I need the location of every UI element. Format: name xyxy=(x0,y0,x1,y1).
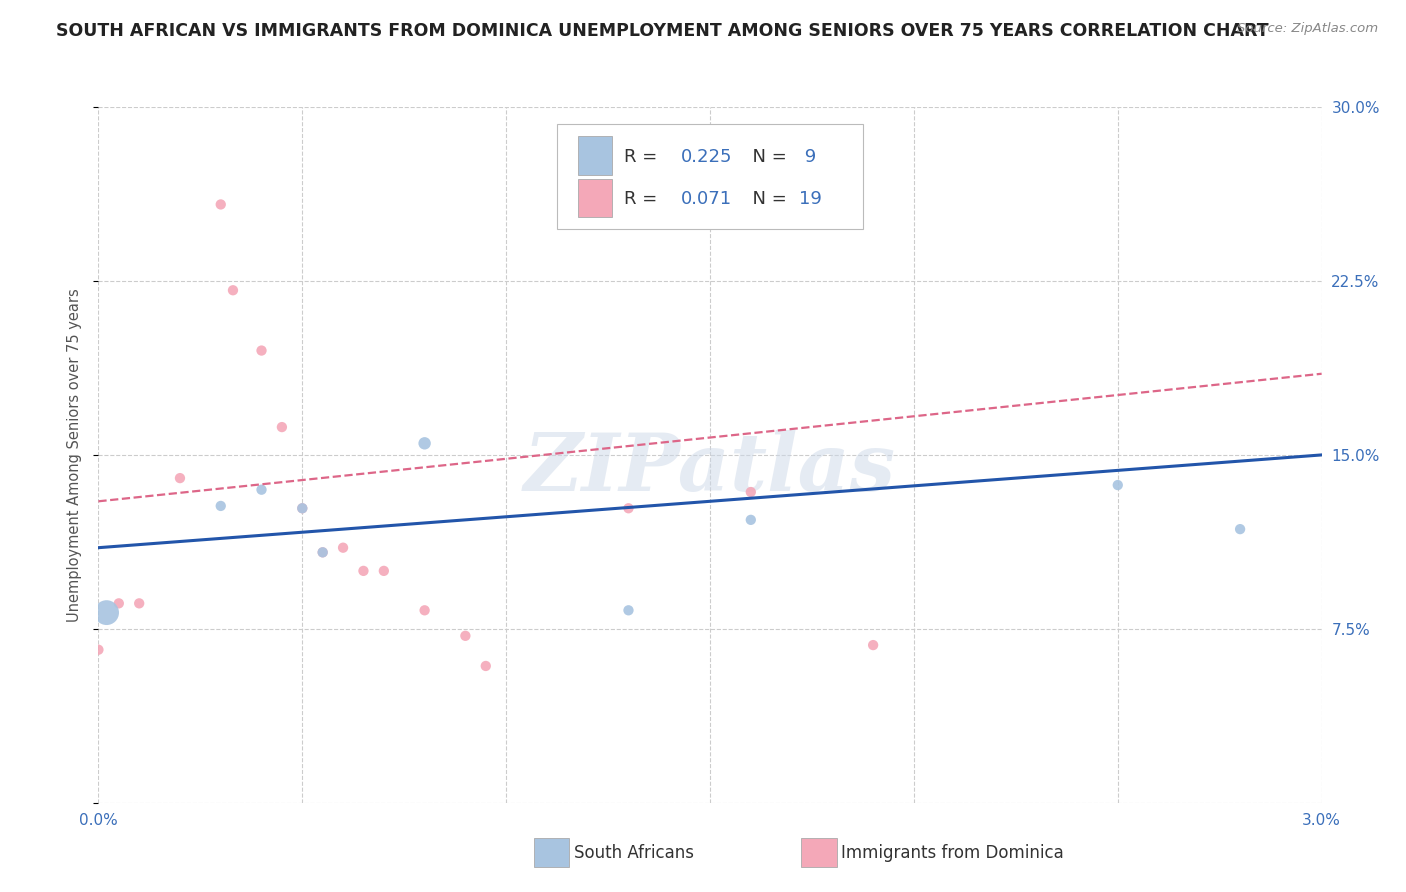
Point xyxy=(413,603,436,617)
Text: 19: 19 xyxy=(800,190,823,208)
Text: N =: N = xyxy=(741,190,786,208)
Point xyxy=(1229,522,1251,536)
Text: N =: N = xyxy=(741,148,786,166)
Point xyxy=(311,545,335,559)
FancyBboxPatch shape xyxy=(578,178,612,217)
Point xyxy=(222,283,245,297)
Point xyxy=(474,659,498,673)
Point xyxy=(617,603,640,617)
Point xyxy=(332,541,354,555)
Point xyxy=(617,501,640,516)
Text: 9: 9 xyxy=(800,148,817,166)
Point xyxy=(413,436,436,450)
Point xyxy=(352,564,374,578)
Text: ZIPatlas: ZIPatlas xyxy=(524,430,896,508)
Point xyxy=(209,499,232,513)
Point xyxy=(740,513,762,527)
Point xyxy=(1107,478,1129,492)
Y-axis label: Unemployment Among Seniors over 75 years: Unemployment Among Seniors over 75 years xyxy=(66,288,82,622)
Text: Source: ZipAtlas.com: Source: ZipAtlas.com xyxy=(1237,22,1378,36)
Point xyxy=(209,197,232,211)
FancyBboxPatch shape xyxy=(578,136,612,175)
Point xyxy=(250,483,273,497)
Point xyxy=(291,501,314,516)
Text: South Africans: South Africans xyxy=(574,844,693,862)
Point xyxy=(291,501,314,516)
Point xyxy=(169,471,191,485)
Text: 0.071: 0.071 xyxy=(681,190,731,208)
Text: Immigrants from Dominica: Immigrants from Dominica xyxy=(841,844,1063,862)
Point xyxy=(740,485,762,500)
Text: 0.225: 0.225 xyxy=(681,148,733,166)
Text: R =: R = xyxy=(624,148,664,166)
Point xyxy=(87,642,110,657)
Point xyxy=(270,420,292,434)
Point xyxy=(128,596,150,610)
Text: SOUTH AFRICAN VS IMMIGRANTS FROM DOMINICA UNEMPLOYMENT AMONG SENIORS OVER 75 YEA: SOUTH AFRICAN VS IMMIGRANTS FROM DOMINIC… xyxy=(56,22,1268,40)
FancyBboxPatch shape xyxy=(557,124,863,229)
Point xyxy=(96,606,118,620)
Point xyxy=(250,343,273,358)
Point xyxy=(862,638,884,652)
Text: R =: R = xyxy=(624,190,664,208)
Point xyxy=(454,629,477,643)
Point xyxy=(373,564,395,578)
Point xyxy=(311,545,335,559)
Point xyxy=(108,596,131,610)
